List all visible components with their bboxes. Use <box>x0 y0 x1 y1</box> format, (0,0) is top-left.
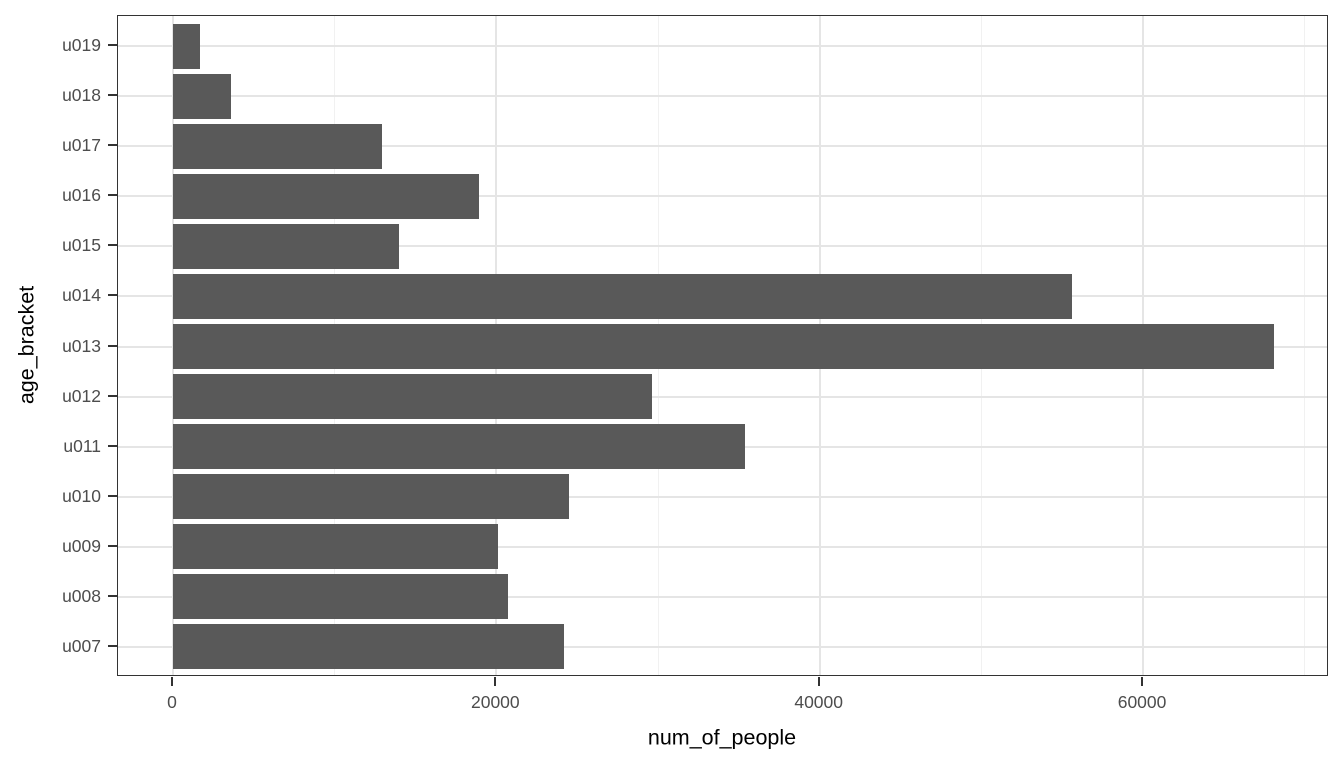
bar-u007 <box>172 624 565 670</box>
bar-u015 <box>172 223 400 269</box>
y-major-gridline <box>118 95 1327 98</box>
bar-u014 <box>172 273 1072 319</box>
bar-u018 <box>172 73 232 119</box>
y-tick-label: u011 <box>63 435 101 456</box>
y-tick-label: u016 <box>62 185 101 206</box>
y-tick-label: u017 <box>62 135 101 156</box>
y-tick-label: u014 <box>62 285 101 306</box>
y-major-gridline <box>118 145 1327 148</box>
y-tick-label: u015 <box>62 235 101 256</box>
y-tick-mark <box>108 94 117 97</box>
y-tick-mark <box>108 394 117 397</box>
y-tick-label: u009 <box>62 535 101 556</box>
y-major-gridline <box>118 45 1327 48</box>
bar-u012 <box>172 374 652 420</box>
bar-u016 <box>172 173 479 219</box>
y-tick-mark <box>108 44 117 47</box>
bar-u017 <box>172 123 382 169</box>
y-tick-label: u010 <box>62 485 101 506</box>
y-tick-label: u019 <box>62 35 101 56</box>
x-tick-mark <box>494 677 497 686</box>
y-tick-mark <box>108 244 117 247</box>
x-tick-label: 20000 <box>470 692 520 712</box>
bar-u011 <box>172 424 746 470</box>
x-tick-mark <box>1141 677 1144 686</box>
y-major-gridline <box>118 645 1327 648</box>
y-tick-mark <box>108 294 117 297</box>
y-major-gridline <box>118 245 1327 248</box>
y-tick-label: u007 <box>62 635 101 656</box>
bar-u013 <box>172 323 1275 370</box>
bar-u008 <box>172 574 508 620</box>
bar-u010 <box>172 474 570 520</box>
x-tick-label: 0 <box>167 692 177 712</box>
x-tick-mark <box>817 677 820 686</box>
y-tick-label: u013 <box>62 335 101 356</box>
y-tick-label: u008 <box>62 585 101 606</box>
bar-u019 <box>172 23 201 69</box>
y-major-gridline <box>118 195 1327 198</box>
x-axis-title: num_of_people <box>647 725 797 750</box>
y-tick-mark <box>108 644 117 647</box>
y-tick-mark <box>108 194 117 197</box>
y-tick-label: u012 <box>62 385 101 406</box>
y-major-gridline <box>118 595 1327 598</box>
y-axis-title: age_bracket <box>14 285 39 405</box>
y-major-gridline <box>118 495 1327 498</box>
y-tick-mark <box>108 444 117 447</box>
y-tick-mark <box>108 544 117 547</box>
y-tick-mark <box>108 594 117 597</box>
x-tick-mark <box>170 677 173 686</box>
y-tick-mark <box>108 144 117 147</box>
chart-panel <box>117 15 1328 676</box>
y-tick-label: u018 <box>62 85 101 106</box>
x-tick-label: 40000 <box>794 692 844 712</box>
y-major-gridline <box>118 545 1327 548</box>
bar-u009 <box>172 524 498 570</box>
y-major-gridline <box>118 395 1327 398</box>
x-tick-label: 60000 <box>1117 692 1167 712</box>
y-tick-mark <box>108 494 117 497</box>
y-tick-mark <box>108 344 117 347</box>
